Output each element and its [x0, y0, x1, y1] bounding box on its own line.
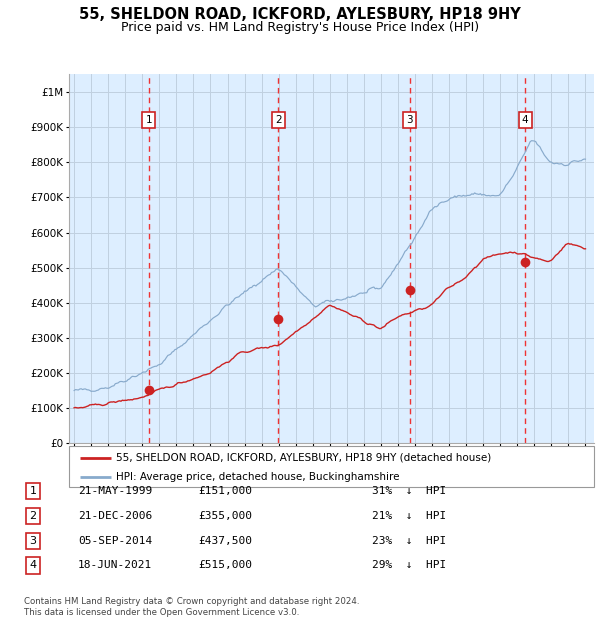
Text: 1: 1 [145, 115, 152, 125]
Text: 18-JUN-2021: 18-JUN-2021 [78, 560, 152, 570]
Text: 21%  ↓  HPI: 21% ↓ HPI [372, 511, 446, 521]
Text: £355,000: £355,000 [198, 511, 252, 521]
Text: 05-SEP-2014: 05-SEP-2014 [78, 536, 152, 546]
Text: Contains HM Land Registry data © Crown copyright and database right 2024.: Contains HM Land Registry data © Crown c… [24, 597, 359, 606]
Text: 29%  ↓  HPI: 29% ↓ HPI [372, 560, 446, 570]
Text: 31%  ↓  HPI: 31% ↓ HPI [372, 486, 446, 496]
Text: £151,000: £151,000 [198, 486, 252, 496]
Text: 2: 2 [275, 115, 281, 125]
Text: 21-DEC-2006: 21-DEC-2006 [78, 511, 152, 521]
Text: Price paid vs. HM Land Registry's House Price Index (HPI): Price paid vs. HM Land Registry's House … [121, 21, 479, 34]
Text: This data is licensed under the Open Government Licence v3.0.: This data is licensed under the Open Gov… [24, 608, 299, 617]
Text: HPI: Average price, detached house, Buckinghamshire: HPI: Average price, detached house, Buck… [116, 472, 400, 482]
FancyBboxPatch shape [69, 446, 594, 487]
Text: 3: 3 [406, 115, 413, 125]
Text: £437,500: £437,500 [198, 536, 252, 546]
Text: 3: 3 [29, 536, 37, 546]
Text: 55, SHELDON ROAD, ICKFORD, AYLESBURY, HP18 9HY: 55, SHELDON ROAD, ICKFORD, AYLESBURY, HP… [79, 7, 521, 22]
Text: 4: 4 [522, 115, 529, 125]
Text: 55, SHELDON ROAD, ICKFORD, AYLESBURY, HP18 9HY (detached house): 55, SHELDON ROAD, ICKFORD, AYLESBURY, HP… [116, 453, 491, 463]
Text: £515,000: £515,000 [198, 560, 252, 570]
Text: 2: 2 [29, 511, 37, 521]
Text: 21-MAY-1999: 21-MAY-1999 [78, 486, 152, 496]
Text: 23%  ↓  HPI: 23% ↓ HPI [372, 536, 446, 546]
Text: 1: 1 [29, 486, 37, 496]
Text: 4: 4 [29, 560, 37, 570]
